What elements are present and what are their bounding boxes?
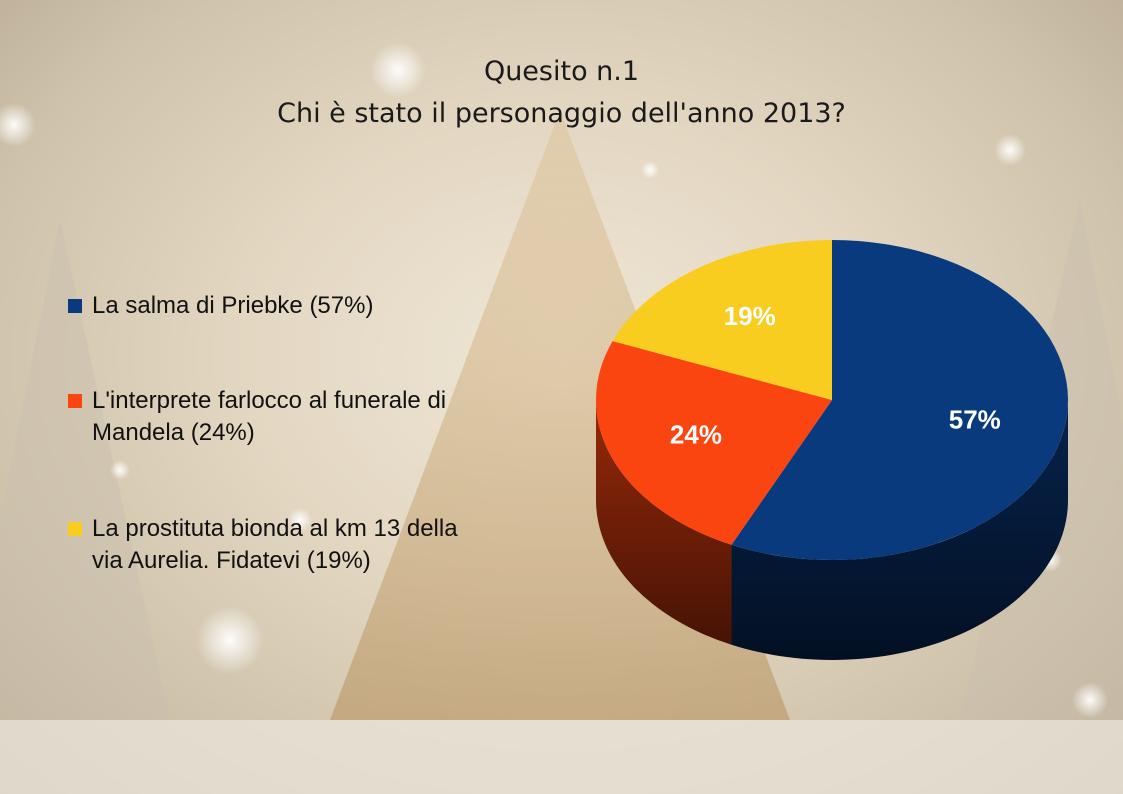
legend-item-prostituta: La prostituta bionda al km 13 della via … [68, 513, 538, 577]
legend-label: La prostituta bionda al km 13 della [92, 515, 458, 542]
legend-label: via Aurelia. Fidatevi (19%) [92, 547, 371, 574]
legend-swatch-blue [68, 299, 82, 313]
legend-label: La salma di Priebke (57%) [92, 292, 374, 319]
legend-swatch-yellow [68, 522, 82, 536]
legend-item-priebke: La salma di Priebke (57%) [68, 290, 538, 322]
legend-swatch-orange [68, 394, 82, 408]
data-label-2: 19% [724, 301, 776, 331]
chart-subtitle: Chi è stato il personaggio dell'anno 201… [277, 98, 846, 129]
pie-labels: 57% 24% 19% [670, 301, 1001, 450]
pie-side-0 [731, 400, 1068, 660]
pie-chart: 57% 24% 19% [596, 240, 1068, 660]
legend-label: Mandela (24%) [92, 419, 255, 446]
chart-title: Quesito n.1 [483, 56, 640, 87]
data-label-1: 24% [670, 419, 722, 449]
pie-sides [596, 400, 1068, 660]
pie-slice-1 [596, 341, 832, 545]
pie-slice-2 [612, 240, 832, 400]
pie-side-1 [596, 400, 732, 645]
pie-slice-0 [731, 240, 1068, 560]
legend-label: L'interprete farlocco al funerale di [92, 387, 447, 414]
legend-item-interprete: L'interprete farlocco al funerale di Man… [68, 385, 538, 449]
data-label-0: 57% [949, 405, 1001, 435]
pie-tops [596, 240, 1068, 560]
